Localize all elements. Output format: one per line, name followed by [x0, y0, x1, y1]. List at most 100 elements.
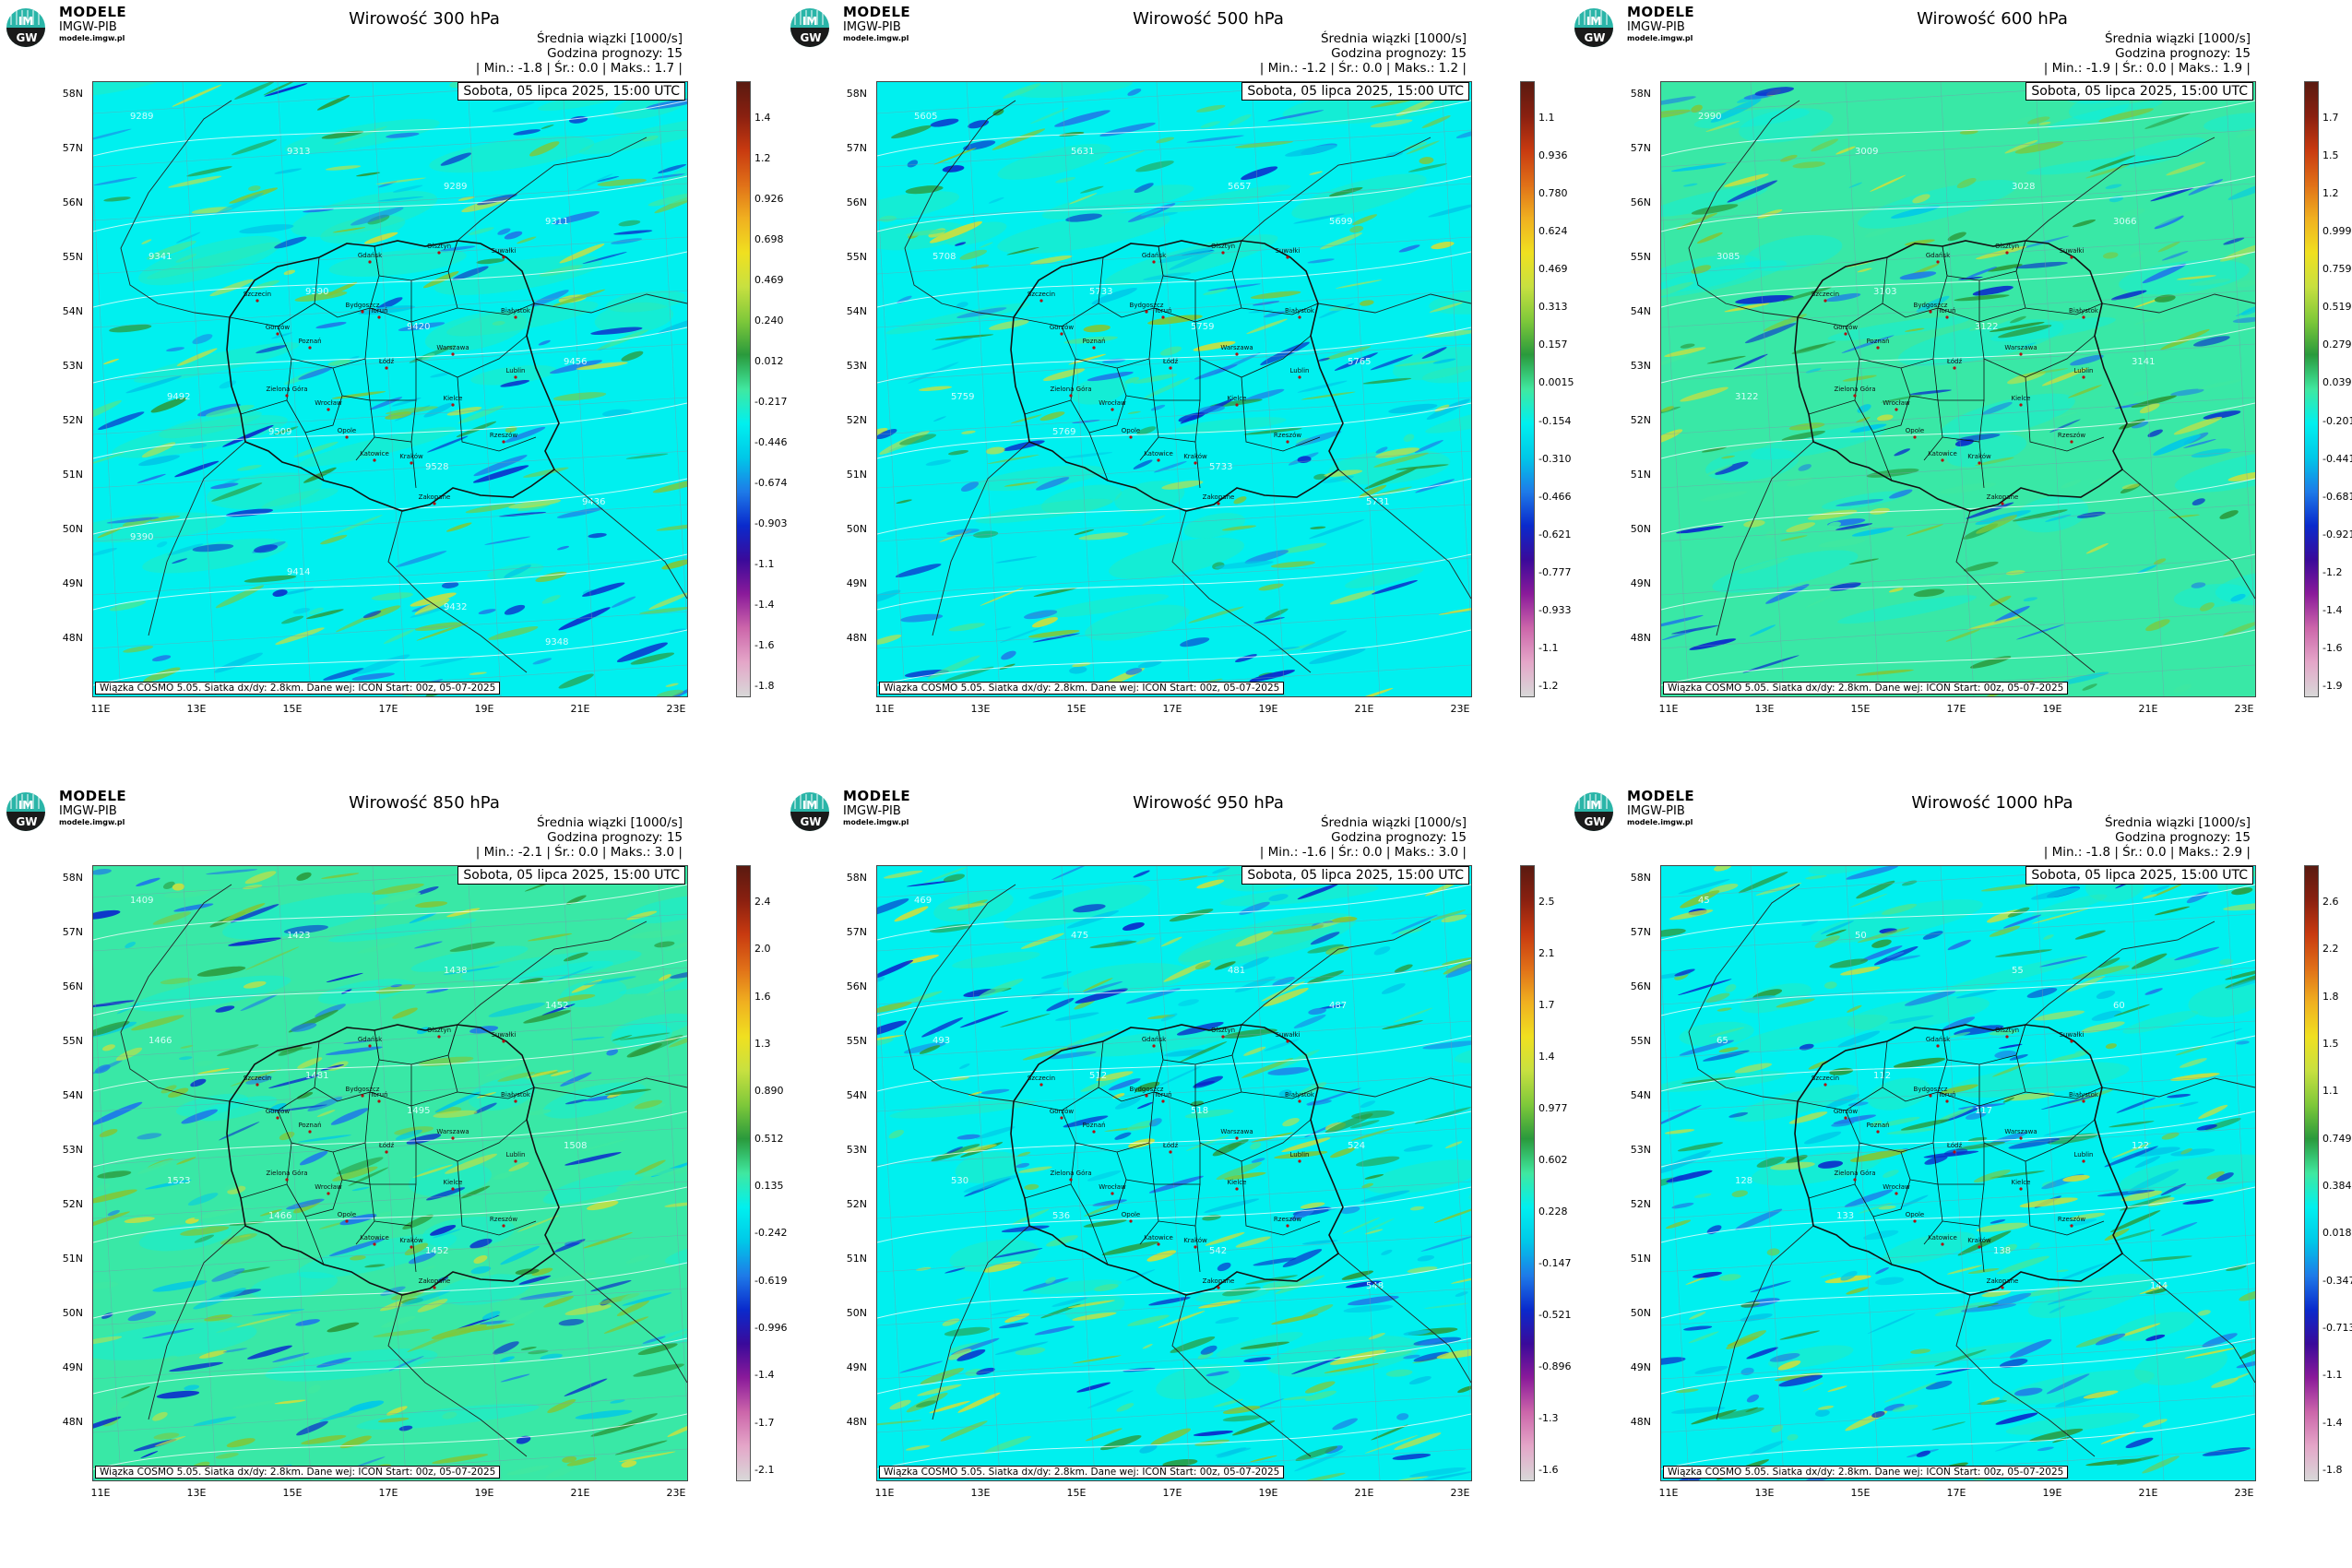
contour-label: 5605 — [914, 112, 937, 122]
logo-line-1: MODELE — [843, 4, 911, 20]
vorticity-streak — [518, 1275, 552, 1285]
vorticity-patch — [1740, 983, 1812, 1014]
vorticity-streak — [2191, 582, 2206, 588]
vorticity-streak — [137, 473, 166, 483]
graticule-line — [182, 82, 217, 696]
vorticity-streak — [2179, 1058, 2207, 1068]
voivodeship-border — [1194, 1064, 1312, 1162]
voivodeship-border — [1194, 280, 1312, 378]
vorticity-map: 5605 5631 5657 5699 5708 5733 5759 5765 5759 5769… — [876, 81, 1472, 697]
vorticity-streak — [656, 689, 684, 696]
vorticity-streak — [433, 1110, 478, 1118]
vorticity-streak — [2055, 671, 2109, 686]
vorticity-streak — [552, 211, 600, 225]
voivodeship-border — [341, 1179, 375, 1245]
vorticity-streak — [274, 168, 303, 174]
voivodeship-border — [410, 441, 417, 489]
lon-label: 17E — [1946, 1487, 1966, 1499]
vorticity-streak — [1444, 1141, 1463, 1149]
city-dot — [502, 255, 505, 259]
vorticity-streak — [1150, 1428, 1192, 1446]
city-label: Bydgoszcz — [1130, 302, 1164, 309]
vorticity-streak — [192, 334, 213, 345]
logo-url[interactable]: modele.imgw.pl — [59, 34, 125, 42]
vorticity-streak — [1835, 146, 1856, 155]
lat-label: 48N — [846, 632, 867, 644]
city-dot — [1876, 1130, 1880, 1134]
map-canvas: 469475481487493512518524530536542548Gdań… — [877, 866, 1471, 1480]
logo-url[interactable]: modele.imgw.pl — [843, 818, 909, 826]
voivodeship-border — [1872, 432, 1893, 481]
city-label: Białystok — [2069, 1091, 2099, 1099]
vorticity-streak — [1849, 423, 1887, 434]
colorbar-tick-label: -1.1 — [754, 558, 775, 570]
vorticity-streak — [888, 1129, 905, 1139]
vorticity-streak — [176, 348, 218, 366]
vorticity-streak — [93, 1189, 137, 1204]
vorticity-streak — [1087, 371, 1134, 382]
vorticity-streak — [2005, 570, 2025, 576]
vorticity-streak — [196, 966, 246, 977]
lat-label: 57N — [62, 142, 83, 154]
vorticity-patch — [328, 918, 477, 943]
vorticity-streak — [2029, 1428, 2084, 1443]
vorticity-streak — [1786, 522, 1816, 533]
vorticity-streak — [1827, 521, 1841, 529]
vorticity-streak — [468, 227, 494, 235]
vorticity-streak — [1204, 1198, 1260, 1213]
vorticity-patch — [594, 302, 674, 334]
graticule-line — [1156, 866, 1191, 1480]
vorticity-streak — [2105, 184, 2122, 189]
vorticity-streak — [1354, 687, 1394, 696]
vorticity-streak — [93, 1060, 123, 1075]
voivodeship-border — [1932, 358, 1985, 401]
lon-label: 23E — [1450, 703, 1470, 715]
contour-label: 133 — [1836, 1211, 1854, 1221]
vorticity-streak — [1904, 990, 1956, 1006]
contour-label: 5759 — [1191, 322, 1214, 332]
logo-line-1: MODELE — [1627, 4, 1695, 20]
contour-label: 5759 — [951, 392, 974, 402]
vorticity-streak — [1827, 1385, 1847, 1392]
vorticity-streak — [2167, 1094, 2192, 1099]
vorticity-streak — [255, 345, 288, 354]
vorticity-streak — [307, 1097, 343, 1111]
lon-label: 11E — [874, 703, 895, 715]
vorticity-streak — [175, 232, 201, 244]
vorticity-streak — [988, 319, 1029, 330]
voivodeship-border — [1978, 1064, 2096, 1162]
vorticity-streak — [190, 1078, 207, 1087]
vorticity-streak — [234, 82, 275, 100]
vorticity-streak — [2188, 179, 2224, 196]
lat-label: 52N — [846, 414, 867, 426]
city-dot — [361, 310, 364, 314]
vorticity-streak — [1196, 879, 1225, 889]
logo-url[interactable]: modele.imgw.pl — [1627, 818, 1693, 826]
vorticity-streak — [1370, 119, 1413, 128]
colorbar-tick-label: 2.6 — [2322, 896, 2339, 908]
contour-line — [877, 1413, 1471, 1470]
vorticity-streak — [198, 1349, 228, 1359]
coastline — [2025, 921, 2215, 1026]
vorticity-streak — [383, 629, 415, 644]
lon-label: 15E — [1850, 1487, 1871, 1499]
vorticity-streak — [2142, 263, 2187, 284]
logo-url[interactable]: modele.imgw.pl — [1627, 34, 1693, 42]
vorticity-patch — [291, 190, 438, 237]
vorticity-streak — [2133, 314, 2168, 326]
colorbar-tick-label: -1.4 — [2322, 1416, 2343, 1429]
vorticity-patch — [1712, 550, 1859, 593]
vorticity-patch — [222, 892, 391, 940]
city-label: Wrocław — [1099, 1183, 1126, 1191]
logo-url[interactable]: modele.imgw.pl — [843, 34, 909, 42]
vorticity-streak — [2016, 624, 2065, 640]
vorticity-streak — [1675, 1388, 1699, 1394]
logo-mark-bottom: GW — [800, 31, 821, 44]
vorticity-streak — [1856, 880, 1895, 899]
colorbar-tick-label: -1.4 — [754, 1369, 775, 1382]
vorticity-streak — [556, 545, 570, 551]
vorticity-streak — [1740, 1313, 1773, 1322]
vorticity-streak — [2145, 619, 2170, 632]
logo-url[interactable]: modele.imgw.pl — [59, 818, 125, 826]
vorticity-streak — [1691, 1409, 1737, 1425]
